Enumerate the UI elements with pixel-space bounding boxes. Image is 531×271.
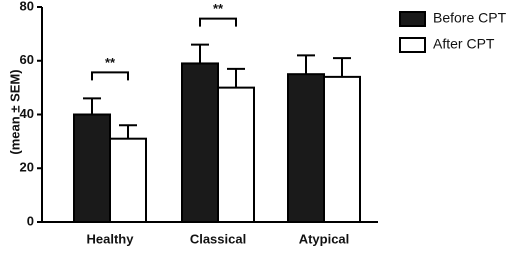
legend-label: Before CPT [433, 10, 507, 26]
x-tick-label: Healthy [87, 231, 135, 246]
bar [73, 113, 111, 223]
y-tick-label: 40 [20, 106, 34, 121]
y-tick-label: 60 [20, 52, 34, 67]
significance-bracket [91, 71, 129, 81]
y-tick-label: 80 [20, 0, 34, 13]
x-tick-label: Atypical [299, 231, 350, 246]
legend-label: After CPT [433, 36, 495, 52]
x-tick-label: Classical [190, 231, 246, 246]
bar [181, 62, 219, 223]
y-tick-label: 20 [20, 160, 34, 175]
legend-swatch [399, 37, 426, 53]
y-axis-label: (mean ± SEM) [7, 69, 22, 154]
bar [287, 73, 325, 223]
bar [217, 86, 255, 223]
bar [109, 137, 147, 223]
bar [323, 75, 361, 223]
significance-label: ** [105, 55, 116, 70]
y-tick-label: 0 [27, 213, 34, 228]
significance-bracket [199, 17, 237, 27]
significance-label: ** [213, 1, 224, 16]
legend-swatch [399, 11, 426, 27]
